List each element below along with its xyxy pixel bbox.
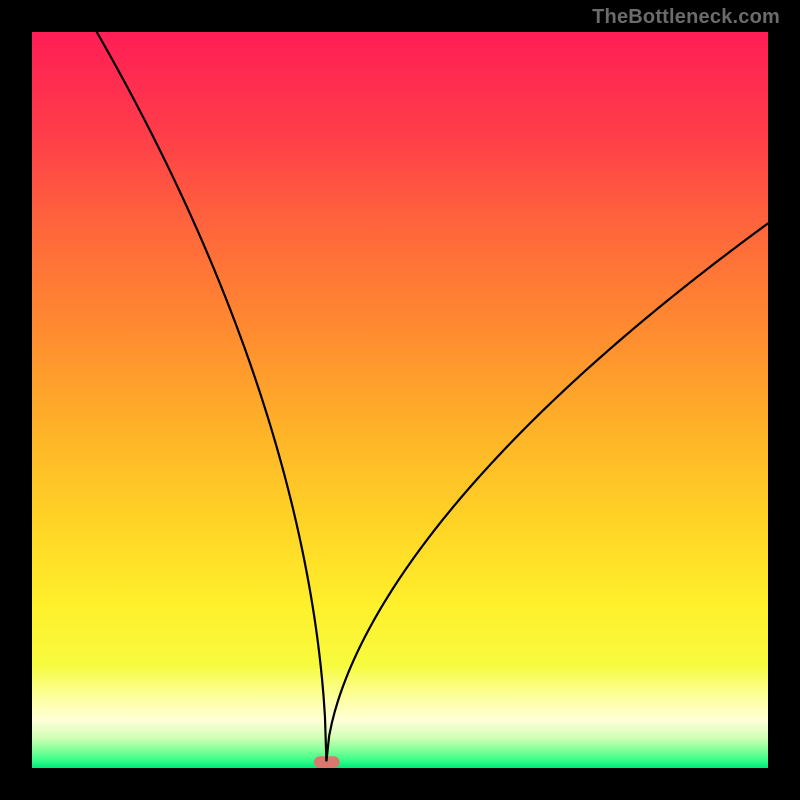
bottleneck-chart [0, 0, 800, 800]
watermark-text: TheBottleneck.com [592, 6, 780, 29]
plot-background [32, 32, 768, 768]
chart-container: { "watermark": { "text": "TheBottleneck.… [0, 0, 800, 800]
